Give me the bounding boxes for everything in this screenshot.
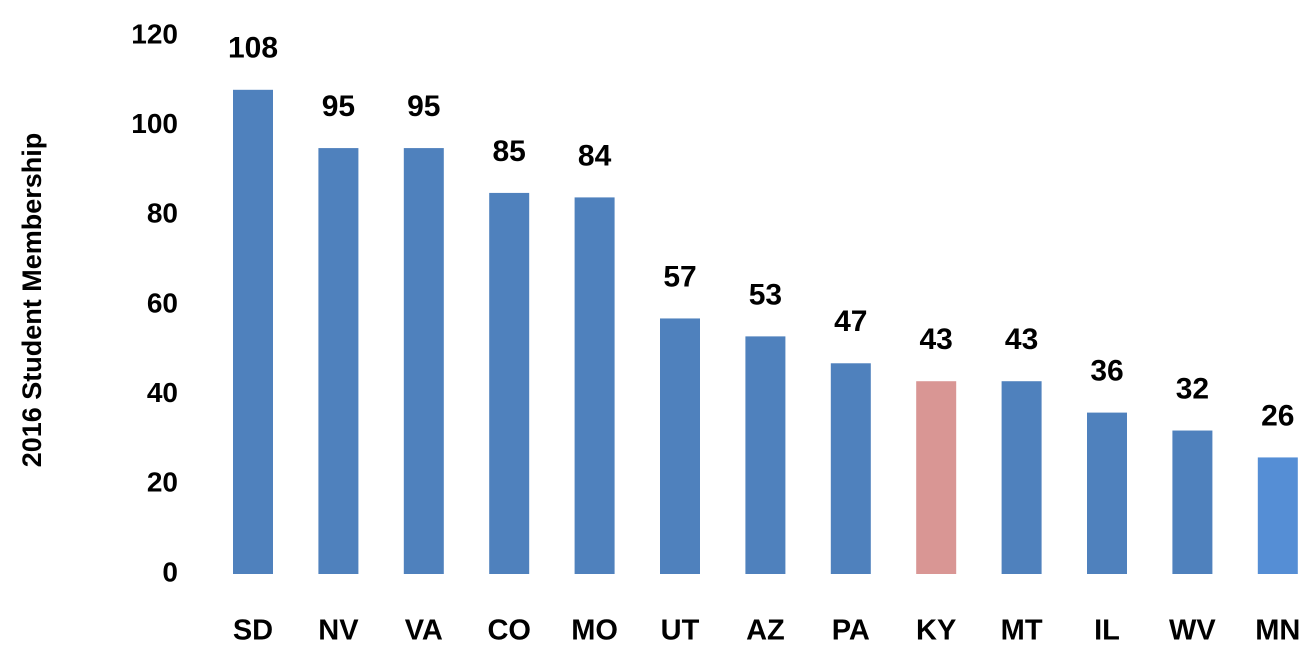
y-tick-label: 20 [147,467,178,498]
data-label: 95 [322,90,355,123]
y-tick-label: 0 [162,556,178,587]
x-tick-label: AZ [746,615,785,647]
x-tick-label: MT [1001,615,1043,647]
y-tick-label: 100 [131,108,178,139]
data-label: 43 [920,323,953,356]
bar [1172,430,1213,574]
x-tick-label: PA [832,615,870,647]
x-tick-label: MN [1255,615,1300,647]
y-tick-label: 40 [147,377,178,408]
bar [318,148,359,575]
data-label: 47 [834,305,867,338]
data-label: 53 [749,278,782,311]
x-tick-label: WV [1169,615,1216,647]
y-tick-label: 60 [147,287,178,318]
bar [1001,381,1042,574]
y-tick-label: 80 [147,198,178,229]
data-label: 95 [407,90,440,123]
x-tick-label: NV [318,615,359,647]
data-label: 84 [578,139,612,172]
data-label: 32 [1176,372,1209,405]
bar [830,363,871,574]
bar [233,89,273,575]
data-label: 26 [1261,399,1294,432]
data-label: 108 [228,32,278,65]
bar [489,192,530,574]
bar [660,318,700,574]
y-axis-label: 2016 Student Membership [17,133,47,468]
x-tick-label: IL [1094,615,1120,647]
x-tick-label: SD [233,615,273,647]
x-tick-label: MO [571,615,618,647]
data-label: 57 [663,260,696,293]
bar [916,381,957,574]
bar [403,148,444,575]
data-label: 43 [1005,323,1038,356]
bar [745,336,786,574]
x-tick-label: CO [487,615,531,647]
data-label: 36 [1090,355,1123,388]
x-tick-label: UT [661,615,700,647]
y-tick-label: 120 [131,18,178,49]
data-label: 85 [493,135,526,168]
bar [574,197,615,574]
bar [1087,412,1127,574]
x-tick-label: KY [916,615,956,647]
bar [1257,457,1298,574]
x-tick-label: VA [405,615,443,647]
